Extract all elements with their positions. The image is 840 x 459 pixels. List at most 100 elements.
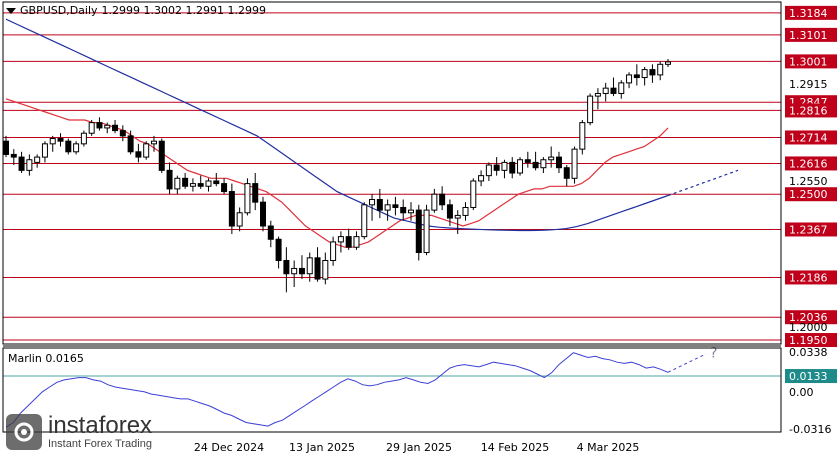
candle <box>252 173 259 211</box>
candle <box>330 236 337 266</box>
level-label-bg <box>785 103 837 118</box>
candle <box>369 194 376 221</box>
level-label-bg <box>785 54 837 69</box>
candle-body <box>197 183 204 187</box>
oscillator-line <box>5 352 669 428</box>
candle <box>657 61 664 81</box>
candle-body <box>501 161 508 171</box>
candle <box>34 154 41 168</box>
candle-body <box>244 183 251 214</box>
candle <box>18 151 25 173</box>
candle <box>298 255 305 280</box>
moving-averages <box>5 18 669 248</box>
candle <box>275 236 282 269</box>
candle <box>454 210 461 234</box>
ohlc-values: 1.2999 1.3002 1.2991 1.2999 <box>101 4 266 17</box>
candle-body <box>158 140 165 171</box>
candle-body <box>34 156 41 163</box>
price-tick-label: 1.1950 <box>789 334 828 347</box>
candle-body <box>431 193 438 211</box>
candle-body <box>439 193 446 206</box>
candle <box>392 196 399 216</box>
candle-body <box>150 140 157 145</box>
dropdown-triangle-icon[interactable] <box>6 7 16 14</box>
candle <box>41 141 48 163</box>
candle-body <box>392 204 399 208</box>
candle-body <box>298 267 305 275</box>
oscillator: ? <box>3 345 781 428</box>
projection-question-mark: ? <box>710 345 717 361</box>
candle-body <box>143 143 150 158</box>
candle-body <box>345 236 352 248</box>
candle <box>540 157 547 173</box>
candle-body <box>3 140 9 155</box>
candle <box>376 188 383 219</box>
candle <box>228 183 235 234</box>
candle-body <box>213 180 220 185</box>
price-tick-label: 1.2186 <box>789 271 828 284</box>
price-tick-label: 1.3001 <box>789 55 828 68</box>
candle <box>345 228 352 250</box>
candle <box>641 66 648 86</box>
candle-body <box>563 167 570 179</box>
candle-body <box>182 177 189 187</box>
price-axis: 1.31841.31011.30011.29151.28471.28161.27… <box>785 5 837 436</box>
candle-body <box>104 124 111 129</box>
candle <box>112 119 119 134</box>
candle-body <box>548 156 555 161</box>
candle-body <box>283 259 290 275</box>
osc-tick-label: 0.00 <box>789 386 814 399</box>
candle-body <box>361 204 368 238</box>
candle-body <box>478 175 485 182</box>
candle-body <box>446 204 453 219</box>
candle <box>49 135 56 152</box>
candle <box>361 202 368 240</box>
price-tick-label: 1.2550 <box>789 175 828 188</box>
candle-body <box>602 87 609 94</box>
candle <box>143 141 150 160</box>
candle <box>65 138 72 155</box>
candle <box>626 72 633 89</box>
candle <box>602 82 609 102</box>
candle-body <box>517 159 524 174</box>
candle-body <box>291 267 298 275</box>
logo-subtitle: Instant Forex Trading <box>48 438 152 450</box>
candle <box>353 231 360 250</box>
candle <box>462 202 469 221</box>
level-label-bg <box>785 187 837 202</box>
candle-body <box>649 69 656 76</box>
candle <box>283 247 290 293</box>
candle-body <box>579 122 586 150</box>
candle <box>166 162 173 195</box>
candle <box>485 162 492 181</box>
level-lines <box>3 12 781 341</box>
candle-body <box>236 212 243 227</box>
candle-body <box>119 130 126 137</box>
symbol-label: GBPUSD,Daily <box>20 4 98 17</box>
candle-body <box>493 164 500 171</box>
candle <box>478 170 485 187</box>
candle <box>524 151 531 168</box>
candle-body <box>587 95 594 124</box>
price-tick-label: 1.3184 <box>789 7 828 20</box>
candle <box>104 122 111 134</box>
candle <box>3 135 9 158</box>
candle <box>221 178 228 195</box>
candle <box>532 151 539 171</box>
osc-tick-label: 0.0133 <box>789 370 828 383</box>
candle-body <box>306 257 313 275</box>
level-label-bg <box>785 333 837 348</box>
candle <box>267 220 274 248</box>
candle-body <box>470 180 477 208</box>
candle-body <box>665 61 671 65</box>
candle-body <box>407 209 414 214</box>
candle-body <box>127 135 134 153</box>
osc-level-label-bg <box>785 369 837 384</box>
candle-body <box>384 204 391 211</box>
candle-body <box>626 74 633 84</box>
brand-logo: instaforex Instant Forex Trading <box>6 414 152 450</box>
logo-icon <box>6 414 42 450</box>
level-label-bg <box>785 156 837 171</box>
level-label-bg <box>785 130 837 145</box>
price-tick-label: 1.2616 <box>789 157 828 170</box>
